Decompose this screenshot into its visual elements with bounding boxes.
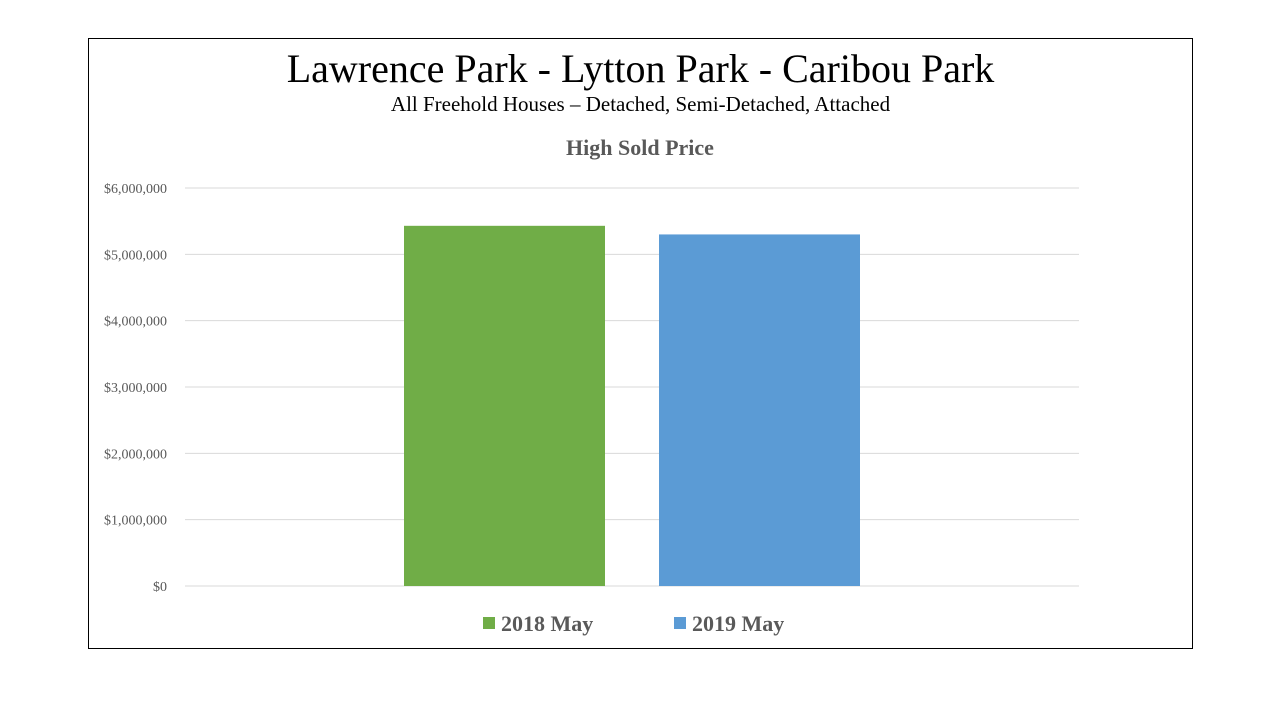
bar-2018-may [404,225,605,586]
y-tick-label: $4,000,000 [104,315,167,330]
y-tick-label: $1,000,000 [104,514,167,529]
chart-title: High Sold Price [566,135,714,160]
y-tick-label: $2,000,000 [104,447,167,462]
y-tick-label: $3,000,000 [104,381,167,396]
bars [404,225,860,586]
bar-2019-may [659,234,860,586]
chart-container: High Sold Price $0 $1,000,000 $2,000,000 $3… [88,123,1193,649]
legend: 2018 May 2019 May [483,611,784,636]
y-tick-label: $5,000,000 [104,248,167,263]
legend-swatch [483,617,495,629]
y-tick-label: $0 [153,580,167,595]
header-box: Lawrence Park - Lytton Park - Caribou Pa… [88,38,1193,124]
y-tick-label: $6,000,000 [104,182,167,197]
bar-chart: High Sold Price $0 $1,000,000 $2,000,000 $3… [104,135,1079,636]
page-subtitle: All Freehold Houses – Detached, Semi-Det… [390,92,891,116]
y-axis-ticks: $0 $1,000,000 $2,000,000 $3,000,000 $4,000,0… [104,182,167,595]
page-title: Lawrence Park - Lytton Park - Caribou Pa… [286,46,995,91]
gridlines [185,187,1079,587]
legend-swatch [674,617,686,629]
legend-label: 2018 May [501,611,593,636]
legend-label: 2019 May [692,611,784,636]
